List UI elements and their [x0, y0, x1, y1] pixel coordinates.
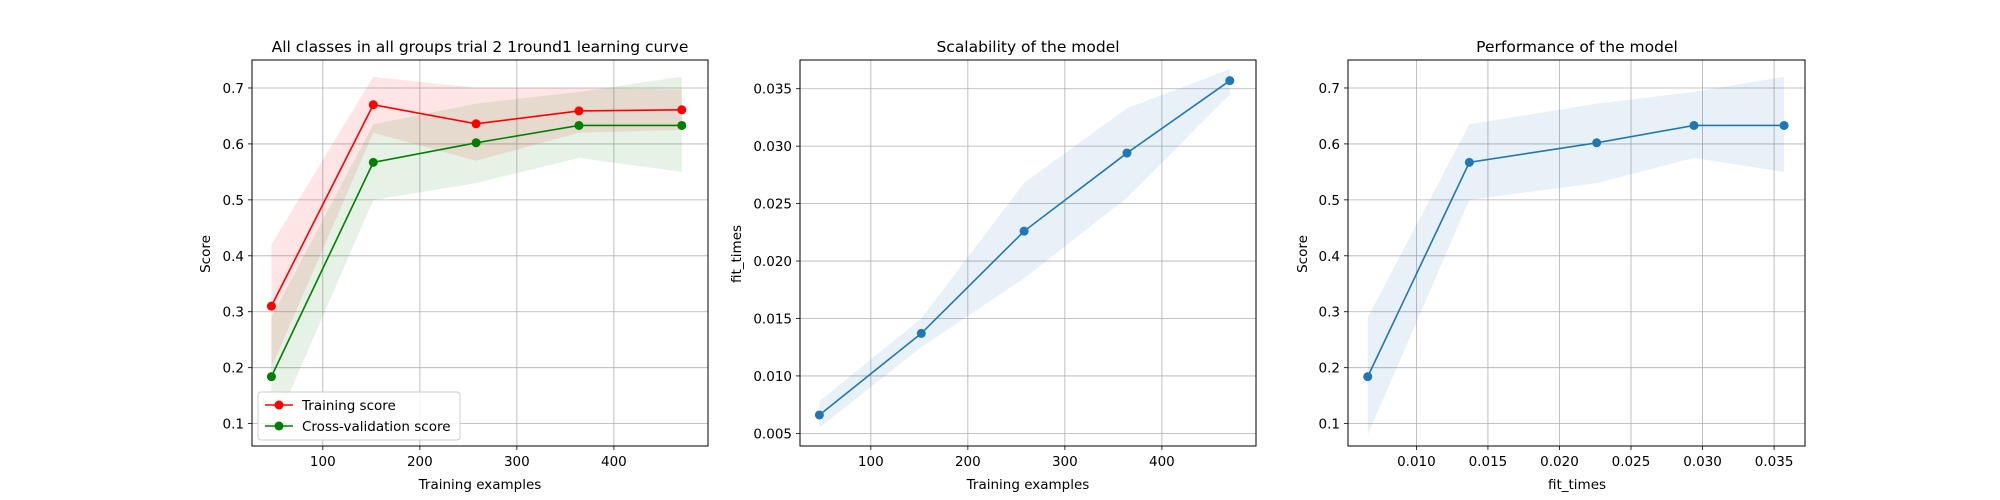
scalability-series-0-point	[1122, 148, 1132, 158]
learning-curve-series-0-point	[677, 105, 687, 115]
learning-curve-ytick-label: 0.4	[223, 249, 244, 265]
learning-curve-xtick-label: 200	[407, 454, 433, 470]
performance-ticks: 0.010 0.015 0.020 0.025 0.030 0.035 0.1 0.2 0.3 0…	[1319, 81, 1794, 470]
scalability-ytick-label: 0.020	[753, 254, 792, 270]
learning-curve-ytick-label: 0.6	[223, 137, 244, 153]
scalability-ytick-label: 0.035	[753, 82, 792, 98]
performance-ytick-label: 0.6	[1319, 137, 1340, 153]
scalability-series-0-point	[916, 328, 926, 338]
performance-xtick-label: 0.025	[1612, 454, 1651, 470]
performance-series-0-band	[1367, 76, 1785, 435]
performance-frame	[1347, 59, 1806, 447]
scalability-series-0-point	[814, 410, 824, 420]
learning-curve-title: All classes in all groups trial 2 1round…	[272, 38, 689, 56]
scalability-ytick-label: 0.030	[753, 139, 792, 155]
learning-curve-xlabel: Training examples	[418, 477, 542, 493]
learning-curve-ytick-label: 0.5	[223, 193, 244, 209]
performance-ytick-label: 0.1	[1319, 417, 1340, 433]
legend-cv-label: Cross-validation score	[302, 419, 451, 435]
scalability-ytick-label: 0.005	[753, 426, 792, 442]
performance-series-0-point	[1464, 157, 1474, 167]
learning-curve-series-0-point	[574, 106, 584, 116]
scalability-panel: Scalability of the model Training exampl…	[729, 38, 1257, 493]
scalability-ytick-label: 0.025	[753, 197, 792, 213]
learning-curve-series-0-point	[266, 301, 276, 311]
learning-curve-series-0-point	[471, 119, 481, 129]
scalability-series-0-band	[819, 69, 1230, 428]
performance-ytick-label: 0.2	[1319, 361, 1340, 377]
learning-curve-ytick-label: 0.1	[223, 417, 244, 433]
learning-curve-ytick-label: 0.7	[223, 81, 244, 97]
scalability-ytick-label: 0.015	[753, 311, 792, 327]
scalability-xlabel: Training examples	[966, 477, 1090, 493]
performance-series-0-point	[1689, 120, 1699, 130]
performance-grid	[1348, 60, 1805, 446]
learning-curve-series-0-point	[368, 100, 378, 110]
learning-curve-legend: Training score Cross-validation score	[257, 391, 461, 441]
scalability-bands	[819, 69, 1230, 428]
performance-panel: Performance of the model fit_times Score…	[1295, 38, 1806, 493]
learning-curve-ytick-label: 0.2	[223, 361, 244, 377]
performance-ylabel: Score	[1295, 235, 1311, 273]
learning-curve-ylabel: Score	[198, 235, 214, 273]
performance-title: Performance of the model	[1476, 38, 1678, 56]
learning-curve-ticks: 100 200 300 400 0.1 0.2 0.3 0.4 0.5 0.6 0.7	[223, 81, 627, 470]
scalability-ticks: 100 200 300 400 0.005 0.010 0.015 0.020 0.025 0.0…	[753, 82, 1174, 470]
learning-curve-xtick-label: 400	[601, 454, 627, 470]
learning-curve-series-1-point	[266, 372, 276, 382]
learning-curve-xtick-label: 300	[504, 454, 530, 470]
learning-curve-series-1-point	[471, 138, 481, 148]
scalability-series-0-point	[1225, 76, 1235, 86]
learning-curve-series-1-point	[574, 120, 584, 130]
legend-training-marker	[274, 400, 284, 410]
performance-xtick-label: 0.035	[1755, 454, 1794, 470]
performance-xtick-label: 0.020	[1540, 454, 1579, 470]
scalability-series-0-point	[1019, 226, 1029, 236]
scalability-xtick-label: 400	[1149, 454, 1175, 470]
learning-curve-xtick-label: 100	[310, 454, 336, 470]
performance-xtick-label: 0.010	[1397, 454, 1436, 470]
learning-curve-ytick-label: 0.3	[223, 305, 244, 321]
scalability-xtick-label: 300	[1052, 454, 1078, 470]
scalability-title: Scalability of the model	[936, 38, 1119, 56]
scalability-frame	[799, 59, 1257, 447]
legend-cv-marker	[274, 421, 284, 431]
performance-ytick-label: 0.5	[1319, 193, 1340, 209]
performance-ytick-label: 0.4	[1319, 249, 1340, 265]
learning-curve-lines	[266, 100, 687, 382]
performance-ytick-label: 0.3	[1319, 305, 1340, 321]
legend-training-label: Training score	[301, 398, 396, 414]
scalability-grid	[800, 60, 1256, 446]
performance-series-0-point	[1779, 120, 1789, 130]
legend-box	[257, 391, 461, 441]
scalability-xtick-label: 200	[955, 454, 981, 470]
performance-ytick-label: 0.7	[1319, 81, 1340, 97]
performance-series-0-point	[1363, 372, 1373, 382]
learning-curve-frame	[251, 59, 709, 447]
learning-curve-series-0-band	[271, 76, 682, 368]
performance-bands	[1367, 76, 1785, 435]
scalability-ytick-label: 0.010	[753, 369, 792, 385]
performance-series-0-point	[1592, 138, 1602, 148]
scalability-lines	[814, 76, 1235, 420]
performance-xlabel: fit_times	[1548, 477, 1606, 493]
learning-curve-panel: All classes in all groups trial 2 1round…	[198, 38, 709, 493]
performance-lines	[1363, 120, 1789, 382]
performance-xtick-label: 0.030	[1683, 454, 1722, 470]
learning-curve-series-1-point	[368, 157, 378, 167]
scalability-ylabel: fit_times	[729, 225, 745, 283]
learning-curve-series-1-point	[677, 120, 687, 130]
performance-xtick-label: 0.015	[1469, 454, 1508, 470]
scalability-xtick-label: 100	[858, 454, 884, 470]
